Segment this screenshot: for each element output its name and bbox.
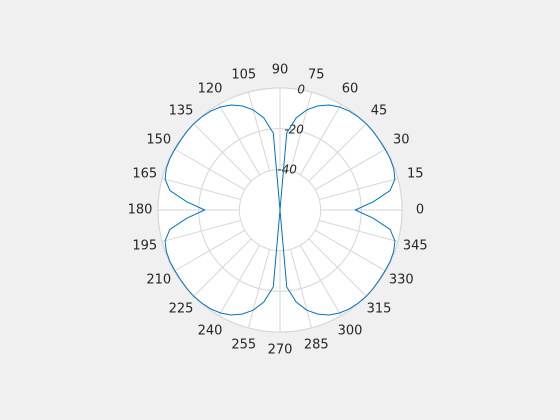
r-grid-circle xyxy=(157,87,403,333)
theta-tick-label: 90 xyxy=(272,63,289,78)
theta-tick-label: 120 xyxy=(198,81,223,96)
theta-tick-label: 255 xyxy=(231,338,256,353)
theta-tick-label: 285 xyxy=(304,338,329,353)
theta-tick-label: 0 xyxy=(416,203,424,218)
theta-tick-label: 195 xyxy=(132,239,157,254)
theta-tick-label: 345 xyxy=(403,239,428,254)
theta-tick-label: 135 xyxy=(169,104,194,119)
r-tick-label: -20 xyxy=(284,122,304,136)
theta-tick-label: 45 xyxy=(371,104,388,119)
r-grid-circle xyxy=(198,128,362,292)
theta-tick-label: 105 xyxy=(231,67,256,82)
r-grid-circle xyxy=(238,168,322,252)
theta-tick-label: 270 xyxy=(268,343,293,358)
r-tick-label: 0 xyxy=(297,82,305,96)
theta-tick-label: 150 xyxy=(146,133,171,148)
theta-tick-label: 75 xyxy=(308,67,325,82)
theta-tick-label: 60 xyxy=(342,81,359,96)
theta-tick-label: 165 xyxy=(132,166,157,181)
theta-tick-label: 15 xyxy=(407,166,424,181)
theta-tick-label: 300 xyxy=(338,324,363,339)
theta-tick-label: 240 xyxy=(198,324,223,339)
theta-tick-label: 225 xyxy=(169,301,194,316)
theta-tick-label: 330 xyxy=(389,273,414,288)
theta-tick-label: 315 xyxy=(367,301,392,316)
theta-tick-label: 210 xyxy=(146,273,171,288)
theta-tick-label: 180 xyxy=(128,203,153,218)
polar-line xyxy=(164,104,396,316)
r-tick-label: -40 xyxy=(277,162,297,176)
theta-tick-label: 30 xyxy=(393,133,410,148)
